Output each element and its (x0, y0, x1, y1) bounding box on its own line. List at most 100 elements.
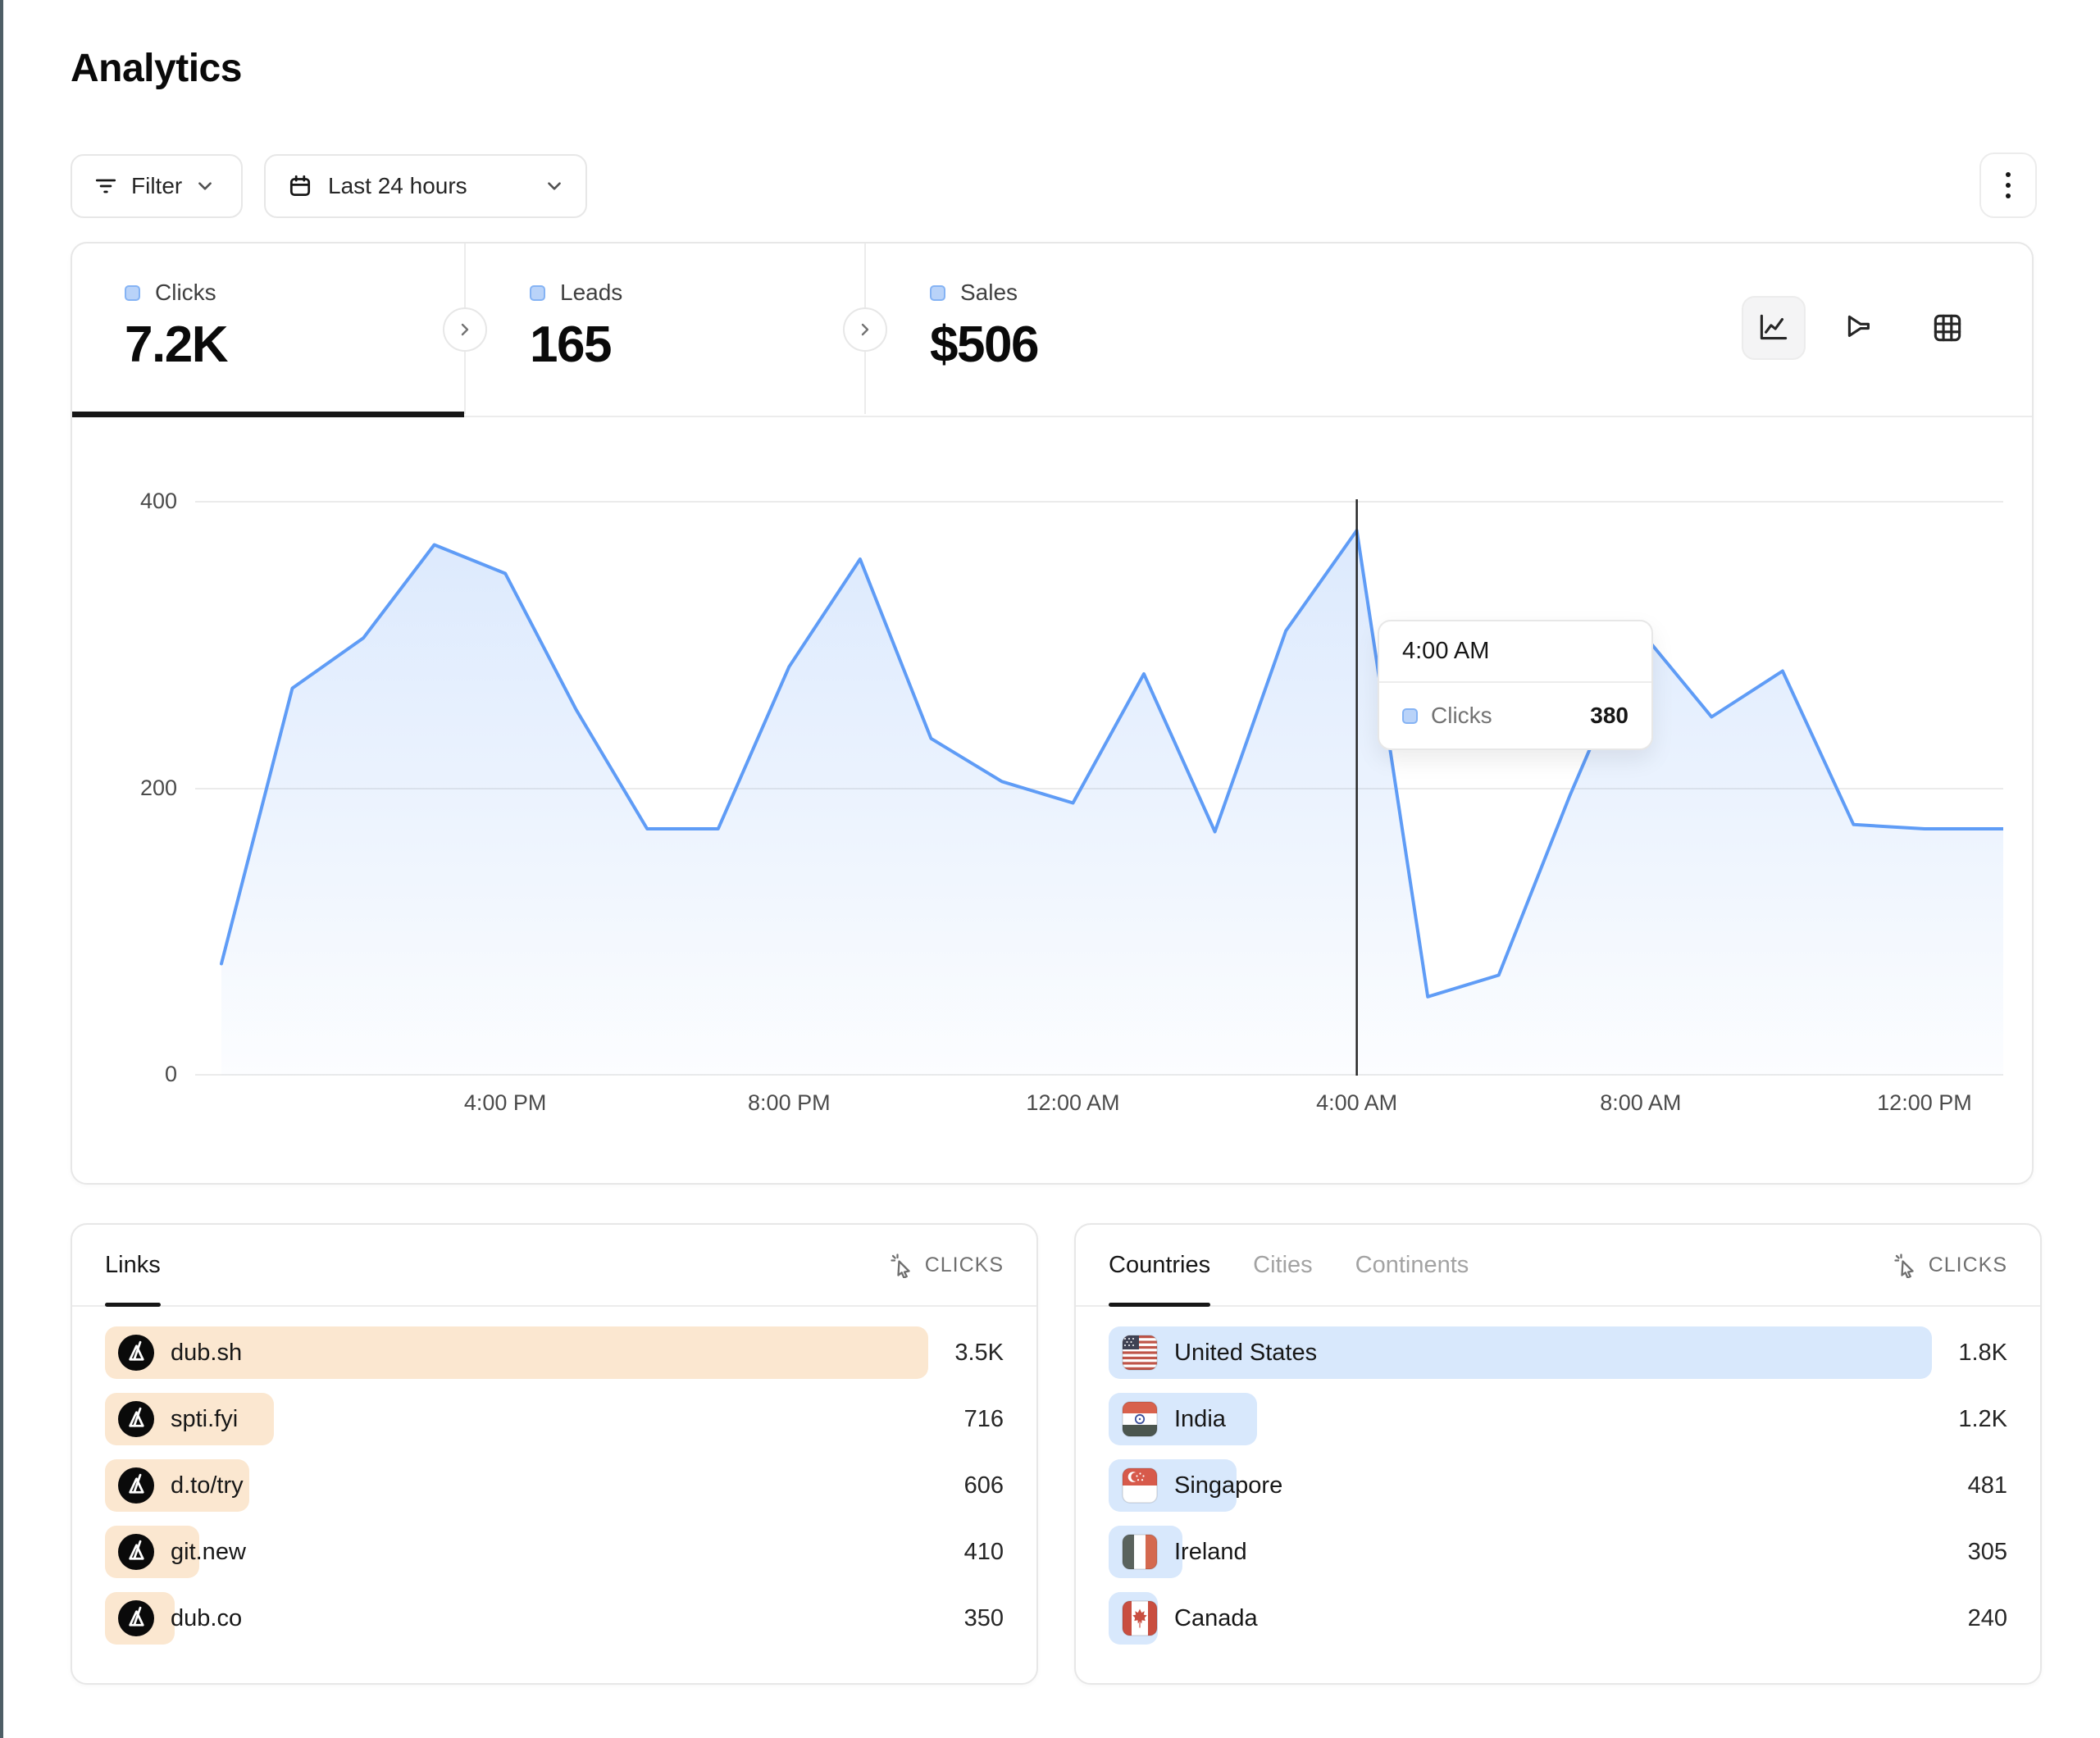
link-name: d.to/try (171, 1472, 244, 1499)
clicks-metric-label[interactable]: CLICKS (889, 1252, 1004, 1278)
stat-tab-clicks[interactable]: Clicks 7.2K (72, 243, 464, 417)
kebab-menu-icon (2006, 172, 2011, 177)
link-row[interactable]: spti.fyi 716 (105, 1393, 1004, 1445)
line-chart-view-button[interactable] (1742, 296, 1806, 360)
link-clicks-value: 3.5K (954, 1339, 1004, 1366)
countries-panel: Countries Cities Continents CLICKS United … (1074, 1223, 2042, 1685)
countries-panel-header: Countries Cities Continents CLICKS (1076, 1225, 2040, 1307)
table-view-button[interactable] (1916, 296, 1979, 360)
stat-value: $506 (930, 316, 1039, 373)
dub-logo-icon (118, 1600, 154, 1636)
y-axis-label: 200 (139, 776, 177, 800)
country-row[interactable]: Singapore 481 (1109, 1459, 2007, 1512)
filter-lines-icon (93, 174, 118, 198)
area-series (221, 530, 2003, 1076)
country-clicks-value: 1.8K (1958, 1339, 2007, 1366)
funnel-view-button[interactable] (1829, 296, 1893, 360)
link-name: spti.fyi (171, 1405, 239, 1432)
link-row[interactable]: git.new 410 (105, 1526, 1004, 1578)
calendar-icon (287, 173, 313, 199)
country-name: India (1174, 1405, 1226, 1432)
chevron-down-icon (544, 176, 564, 196)
dub-logo-icon (118, 1335, 154, 1371)
dub-logo-icon (118, 1401, 154, 1437)
link-clicks-value: 606 (963, 1472, 1004, 1499)
link-clicks-value: 410 (963, 1538, 1004, 1565)
country-row[interactable]: Canada 240 (1109, 1592, 2007, 1645)
x-axis-label: 4:00 AM (1316, 1090, 1398, 1115)
country-clicks-value: 305 (1967, 1538, 2007, 1565)
next-metric-button[interactable] (843, 307, 887, 352)
clicks-metric-label[interactable]: CLICKS (1893, 1252, 2007, 1278)
stat-label: Clicks (155, 280, 216, 305)
cursor-click-icon (891, 1253, 910, 1278)
chevron-right-icon (861, 323, 869, 336)
cursor-click-icon (1894, 1253, 1914, 1278)
link-name: dub.sh (171, 1339, 243, 1366)
in-flag-icon (1122, 1401, 1158, 1437)
ie-flag-icon (1122, 1534, 1158, 1570)
link-clicks-value: 350 (963, 1604, 1004, 1631)
filter-button[interactable]: Filter (71, 154, 243, 218)
chart-view-toggle (1742, 296, 1979, 360)
ca-flag-icon (1122, 1600, 1158, 1636)
country-row[interactable]: India 1.2K (1109, 1393, 2007, 1445)
filter-label: Filter (131, 173, 183, 198)
x-axis-label: 8:00 PM (748, 1090, 831, 1115)
country-name: United States (1174, 1339, 1318, 1366)
link-row[interactable]: dub.sh 3.5K (105, 1326, 1004, 1379)
tooltip-time: 4:00 AM (1379, 621, 1651, 683)
clicks-area-chart[interactable]: 4:00 AM Clicks 380 0 200 400 4:00 PM 8:00 PM… (72, 417, 2032, 1185)
tooltip-legend-square (1402, 707, 1418, 724)
date-range-label: Last 24 hours (328, 173, 467, 198)
countries-list: United States 1.8K India 1.2K Singapore 481 Ir… (1076, 1307, 2040, 1645)
stat-value: 165 (530, 316, 612, 373)
date-range-button[interactable]: Last 24 hours (264, 154, 587, 218)
link-name: dub.co (171, 1604, 243, 1631)
tab-continents[interactable]: Continents (1355, 1251, 1469, 1278)
x-axis-label: 4:00 PM (463, 1090, 547, 1115)
next-metric-button[interactable] (443, 307, 487, 352)
analytics-card: Clicks 7.2K Leads 165 Sales $506 (71, 242, 2034, 1185)
sales-legend-square (930, 284, 945, 301)
tooltip-value: 380 (1590, 703, 1629, 728)
link-row[interactable]: d.to/try 606 (105, 1459, 1004, 1512)
hover-tooltip: 4:00 AM Clicks 380 (1378, 620, 1653, 750)
y-axis-label: 400 (139, 489, 177, 513)
x-axis-label: 12:00 AM (1026, 1090, 1120, 1115)
chevron-right-icon (461, 323, 469, 336)
country-name: Singapore (1174, 1472, 1283, 1499)
bar-fill (1109, 1326, 1932, 1379)
link-name: git.new (171, 1538, 246, 1565)
country-row[interactable]: Ireland 305 (1109, 1526, 2007, 1578)
tab-countries[interactable]: Countries (1109, 1225, 1211, 1307)
country-row[interactable]: United States 1.8K (1109, 1326, 2007, 1379)
clicks-legend-square (125, 284, 140, 301)
links-panel: Links CLICKS dub.sh 3.5K spti.fyi 716 d.to/t… (71, 1223, 1038, 1685)
chart-plot[interactable] (195, 498, 2003, 1076)
stat-label: Sales (960, 280, 1018, 305)
link-row[interactable]: dub.co 350 (105, 1592, 1004, 1645)
stat-tab-leads[interactable]: Leads 165 (464, 243, 864, 416)
tooltip-series-label: Clicks (1431, 703, 1492, 728)
metric-tabs-row: Clicks 7.2K Leads 165 Sales $506 (72, 243, 2032, 417)
line-series (220, 529, 2003, 999)
page-title: Analytics (71, 47, 242, 90)
us-flag-icon (1122, 1335, 1158, 1371)
links-list: dub.sh 3.5K spti.fyi 716 d.to/try 606 git.new 4… (72, 1307, 1036, 1645)
bar-fill (105, 1326, 928, 1379)
leads-legend-square (530, 284, 545, 301)
country-clicks-value: 481 (1967, 1472, 2007, 1499)
country-name: Ireland (1174, 1538, 1247, 1565)
dub-logo-icon (118, 1467, 154, 1504)
links-panel-header: Links CLICKS (72, 1225, 1036, 1307)
tab-links[interactable]: Links (105, 1225, 161, 1307)
y-axis-label: 0 (164, 1062, 177, 1086)
stat-tab-sales[interactable]: Sales $506 (864, 243, 1274, 416)
tab-cities[interactable]: Cities (1253, 1251, 1313, 1278)
dub-logo-icon (118, 1534, 154, 1570)
chevron-down-icon (195, 176, 215, 196)
sg-flag-icon (1122, 1467, 1158, 1504)
kebab-menu-button[interactable] (1979, 152, 2037, 218)
